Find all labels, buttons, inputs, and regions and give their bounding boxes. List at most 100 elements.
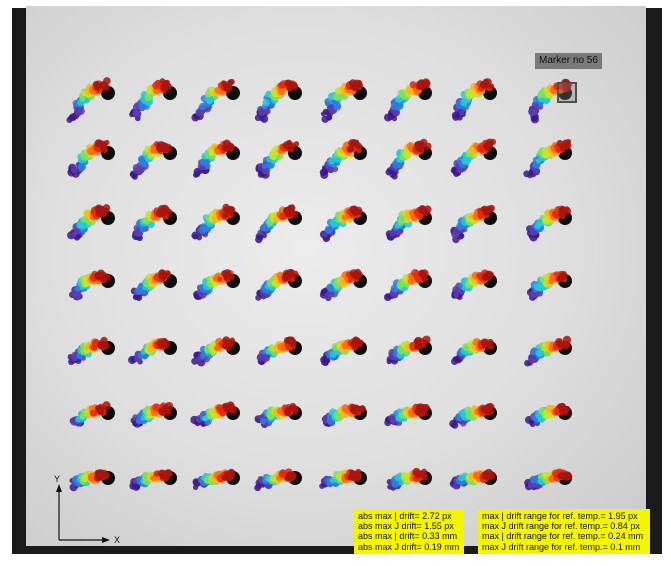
drift-point bbox=[420, 205, 426, 211]
drift-point bbox=[404, 477, 411, 484]
drift-point bbox=[467, 89, 476, 98]
drift-point bbox=[222, 211, 229, 219]
drift-point bbox=[222, 203, 230, 212]
drift-point bbox=[95, 139, 104, 147]
drift-point bbox=[201, 415, 208, 422]
drift-point bbox=[229, 406, 238, 414]
drift-point bbox=[557, 342, 564, 349]
drift-point bbox=[341, 214, 348, 221]
drift-point bbox=[289, 402, 297, 410]
drift-point bbox=[486, 403, 495, 411]
drift-point bbox=[422, 335, 431, 344]
drift-point bbox=[528, 108, 537, 117]
drift-point bbox=[562, 408, 569, 415]
drift-point bbox=[352, 139, 360, 146]
drift-point bbox=[424, 142, 432, 151]
drift-point bbox=[350, 407, 357, 414]
drift-point bbox=[262, 354, 269, 361]
drift-point bbox=[423, 205, 432, 214]
drift-point bbox=[288, 268, 295, 275]
drift-point bbox=[562, 341, 570, 349]
stat-line: abs max J drift= 0.19 mm bbox=[358, 541, 460, 552]
stat-line: max | drift range for ref. temp.= 1.95 p… bbox=[482, 511, 638, 521]
drift-point bbox=[563, 207, 572, 215]
drift-point bbox=[226, 472, 235, 480]
drift-point bbox=[403, 472, 410, 479]
drift-point bbox=[414, 270, 420, 276]
drift-point bbox=[556, 139, 564, 147]
drift-point bbox=[102, 204, 111, 212]
drift-point bbox=[452, 482, 460, 490]
drift-point bbox=[397, 101, 404, 108]
drift-point bbox=[100, 81, 109, 90]
drift-point bbox=[100, 336, 108, 345]
drift-point bbox=[484, 208, 491, 214]
drift-point bbox=[285, 209, 294, 218]
drift-point bbox=[153, 470, 160, 477]
drift-point bbox=[559, 405, 566, 411]
drift-point bbox=[103, 273, 111, 281]
drift-point bbox=[160, 470, 169, 478]
stat-line: max J drift range for ref. temp.= 0.84 p… bbox=[482, 521, 640, 532]
drift-point bbox=[162, 207, 169, 215]
drift-point bbox=[222, 402, 231, 411]
drift-point bbox=[158, 272, 165, 279]
drift-point bbox=[421, 473, 429, 481]
drift-point bbox=[453, 291, 459, 298]
drift-point bbox=[132, 294, 139, 301]
drift-point bbox=[94, 82, 103, 91]
drift-point bbox=[162, 142, 169, 149]
drift-point bbox=[536, 351, 544, 358]
drift-point bbox=[217, 276, 223, 283]
drift-point bbox=[483, 407, 490, 415]
drift-point bbox=[417, 403, 425, 411]
drift-point bbox=[289, 81, 298, 90]
drift-point bbox=[204, 163, 211, 170]
drift-point bbox=[286, 144, 294, 151]
drift-point bbox=[542, 149, 551, 159]
drift-point bbox=[222, 273, 229, 279]
drift-point bbox=[227, 144, 236, 152]
drift-point bbox=[482, 471, 491, 481]
drift-stats-range: max | drift range for ref. temp.= 1.95 p… bbox=[478, 509, 650, 554]
drift-point bbox=[228, 338, 234, 345]
drift-point bbox=[288, 471, 297, 479]
drift-point bbox=[193, 167, 202, 176]
drift-point bbox=[293, 141, 300, 147]
drift-point bbox=[94, 470, 102, 477]
drift-point bbox=[229, 210, 235, 217]
drift-point bbox=[102, 401, 111, 410]
drift-point bbox=[559, 271, 568, 280]
x-axis-label: X bbox=[114, 535, 121, 545]
stat-line: max | drift range for ref. temp.= 0.24 m… bbox=[482, 531, 644, 542]
drift-point bbox=[535, 158, 542, 164]
drift-point bbox=[358, 405, 366, 413]
drift-point bbox=[261, 232, 268, 239]
drift-point bbox=[565, 473, 573, 480]
drift-point bbox=[406, 87, 414, 95]
drift-point bbox=[419, 270, 427, 278]
drift-point bbox=[554, 408, 561, 414]
drift-point bbox=[322, 108, 329, 115]
marker-highlight-box bbox=[557, 82, 577, 103]
drift-point bbox=[158, 407, 167, 416]
drift-point bbox=[415, 342, 421, 349]
y-axis-label: Y bbox=[54, 474, 61, 484]
drift-point bbox=[414, 143, 423, 152]
drift-point bbox=[227, 79, 234, 86]
drift-point bbox=[484, 271, 493, 279]
drift-point bbox=[70, 166, 78, 174]
drift-point bbox=[324, 97, 332, 106]
drift-stats-absolute: abs max | drift= 2.72 px abs max J drift… bbox=[354, 509, 464, 554]
drift-point bbox=[422, 81, 430, 89]
stat-line: abs max J drift= 1.55 px bbox=[358, 521, 454, 532]
drift-point bbox=[486, 141, 494, 149]
drift-point bbox=[198, 102, 207, 111]
drift-point bbox=[97, 408, 104, 415]
drift-point bbox=[285, 336, 294, 345]
drift-point bbox=[77, 162, 87, 171]
drift-point bbox=[262, 98, 270, 107]
drift-point bbox=[356, 81, 363, 89]
drift-point bbox=[416, 212, 423, 219]
drift-point bbox=[458, 233, 465, 239]
